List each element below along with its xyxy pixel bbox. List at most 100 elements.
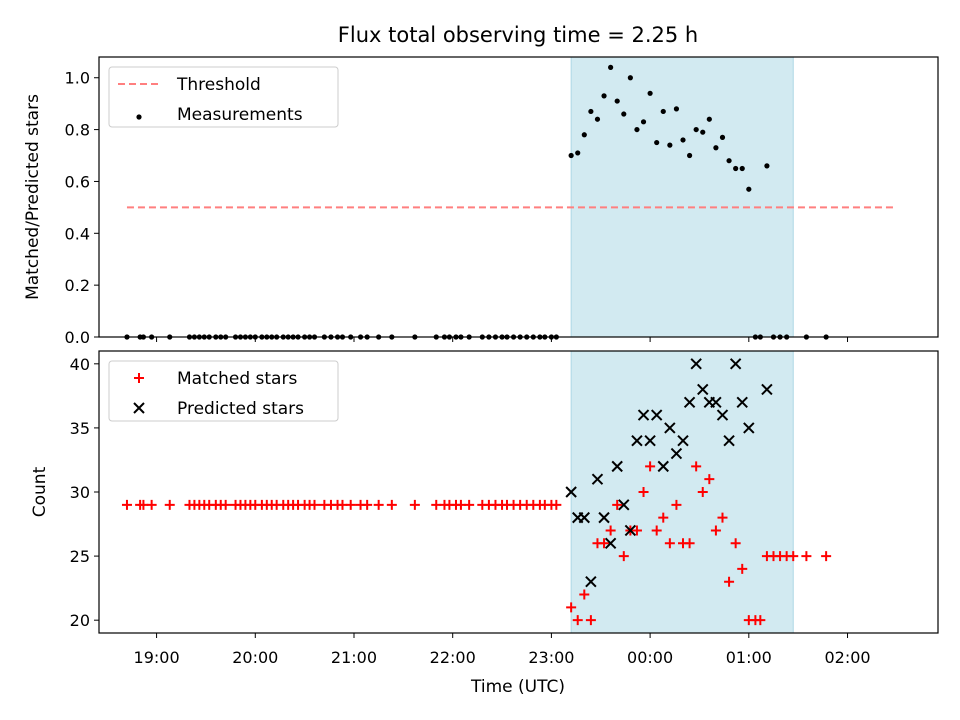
bottom-matched-point: [566, 602, 577, 613]
top-y-tick-label: 0.2: [65, 276, 90, 295]
bottom-matched-point: [551, 499, 562, 510]
bottom-predicted-point: [723, 435, 735, 447]
top-measurement-point: [733, 165, 739, 172]
top-measurement-point: [614, 98, 620, 104]
top-legend-label: Measurements: [177, 105, 303, 125]
bottom-matched-point: [220, 499, 231, 510]
bottom-matched-point: [737, 563, 748, 574]
top-measurement-point: [680, 137, 686, 143]
bottom-y-tick-label: 20: [70, 611, 90, 630]
top-measurement-point: [640, 119, 647, 125]
bottom-matched-point: [658, 512, 669, 523]
top-y-axis-label: Matched/Predicted stars: [23, 94, 43, 300]
bottom-matched-point: [121, 499, 132, 510]
bottom-matched-point: [599, 538, 610, 549]
bottom-legend-predicted-swatch: [133, 402, 145, 414]
bottom-x-tick-label: 23:00: [528, 648, 574, 667]
top-measurement-point: [706, 116, 712, 122]
x-axis-label: Time (UTC): [470, 677, 565, 697]
top-measurement-point: [746, 186, 752, 192]
top-measurement-point: [739, 165, 745, 172]
top-measurement-point: [726, 158, 732, 164]
top-measurement-point: [686, 152, 693, 159]
bottom-predicted-point: [736, 396, 748, 408]
top-measurement-point: [568, 152, 574, 159]
top-legend-label: Threshold: [176, 75, 261, 95]
top-measurement-point: [719, 134, 726, 140]
top-measurement-point: [764, 163, 770, 169]
top-measurement-point: [621, 111, 627, 117]
top-measurement-point: [667, 142, 673, 148]
bottom-shaded-region: [570, 350, 794, 634]
top-measurement-point: [588, 108, 594, 115]
bottom-matched-point: [146, 499, 157, 510]
bottom-matched-point: [409, 499, 420, 510]
bottom-predicted-point: [604, 537, 617, 549]
bottom-axes-frame: [98, 350, 939, 634]
top-y-tick-label: 1.0: [65, 69, 90, 88]
top-measurement-point: [693, 126, 699, 133]
bottom-x-tick-label: 01:00: [726, 648, 772, 667]
bottom-y-axis-label: Count: [30, 466, 50, 517]
top-legend-box: [108, 66, 339, 128]
bottom-x-tick-label: 19:00: [134, 648, 180, 667]
top-measurement-point: [654, 139, 660, 146]
bottom-matched-point: [724, 576, 735, 587]
top-measurement-point: [575, 150, 581, 156]
bottom-matched-point: [755, 615, 766, 626]
top-measurement-point: [608, 64, 614, 70]
top-measurement-point: [601, 93, 607, 99]
bottom-panel: 20 25 30 35 40 19:00 20:00 21:00 22:00 23:00 00:00…: [70, 350, 939, 667]
bottom-matched-point: [664, 538, 675, 549]
bottom-predicted-point: [637, 409, 650, 421]
bottom-matched-point: [710, 525, 721, 536]
bottom-predicted-point: [624, 524, 637, 537]
bottom-matched-point: [585, 615, 596, 626]
bottom-matched-point: [464, 499, 475, 510]
bottom-matched-point: [651, 525, 662, 536]
bottom-predicted-point: [729, 358, 742, 370]
bottom-predicted-point: [657, 460, 669, 473]
bottom-predicted-point: [677, 435, 689, 447]
bottom-matched-point: [618, 551, 629, 562]
bottom-x-tick-label: 20:00: [232, 648, 278, 667]
bottom-predicted-point: [683, 396, 696, 408]
top-y-tick-label: 0.4: [65, 224, 90, 243]
bottom-predicted-point: [710, 396, 722, 408]
bottom-matched-point: [821, 551, 832, 562]
bottom-predicted-point: [591, 473, 604, 485]
top-measurement-point: [713, 145, 719, 151]
bottom-predicted-point: [690, 358, 702, 370]
bottom-matched-point: [717, 512, 728, 523]
top-measurement-point: [594, 116, 601, 122]
bottom-y-tick-label: 40: [70, 355, 90, 374]
bottom-predicted-point: [598, 511, 610, 524]
bottom-legend: Matched stars Predicted stars: [108, 360, 339, 422]
bottom-matched-point: [345, 499, 356, 510]
top-legend: Threshold Measurements: [108, 66, 339, 128]
bottom-matched-point: [671, 499, 682, 510]
bottom-matched-point: [788, 551, 799, 562]
bottom-predicted-point: [716, 409, 729, 421]
bottom-predicted-point: [743, 422, 755, 434]
top-shaded-region: [570, 56, 794, 338]
bottom-predicted-point: [664, 422, 676, 434]
bottom-matched-point: [691, 461, 702, 472]
bottom-matched-point: [386, 499, 397, 510]
top-measurement-point: [673, 106, 680, 112]
bottom-x-tick-label: 22:00: [430, 648, 476, 667]
bottom-matched-point: [579, 589, 590, 600]
bottom-predicted-point: [565, 486, 577, 498]
bottom-x-tick-label: 00:00: [627, 648, 673, 667]
bottom-predicted-point: [761, 383, 773, 396]
bottom-y-tick-label: 35: [70, 419, 90, 438]
bottom-y-tick-label: 30: [70, 483, 90, 502]
bottom-matched-point: [697, 487, 708, 497]
bottom-predicted-point: [631, 435, 643, 447]
bottom-matched-point: [730, 538, 741, 549]
top-y-tick-label: 0.0: [65, 328, 90, 347]
bottom-matched-point: [373, 499, 384, 510]
top-axes-frame: [98, 56, 939, 338]
bottom-matched-point: [572, 615, 583, 626]
